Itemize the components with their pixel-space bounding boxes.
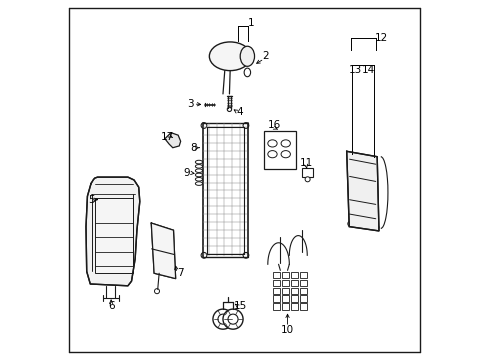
Text: 4: 4 <box>236 107 243 117</box>
Bar <box>290 303 298 310</box>
Text: 10: 10 <box>281 325 293 335</box>
Circle shape <box>371 157 376 162</box>
Text: 12: 12 <box>374 33 387 43</box>
Text: 17: 17 <box>161 132 174 142</box>
Polygon shape <box>151 223 175 279</box>
Polygon shape <box>346 151 378 231</box>
Circle shape <box>164 234 169 239</box>
Circle shape <box>155 231 160 236</box>
Circle shape <box>305 177 309 182</box>
Bar <box>290 280 298 286</box>
Bar <box>282 303 289 310</box>
Text: 8: 8 <box>190 143 197 153</box>
Text: 14: 14 <box>361 64 374 75</box>
Ellipse shape <box>195 182 202 185</box>
Text: 7: 7 <box>176 268 183 278</box>
Bar <box>290 296 298 302</box>
Ellipse shape <box>195 169 202 172</box>
Text: 15: 15 <box>234 301 247 311</box>
Bar <box>301 168 313 177</box>
Ellipse shape <box>195 173 202 177</box>
Text: 3: 3 <box>187 99 194 109</box>
Text: 5: 5 <box>87 195 94 205</box>
Text: 6: 6 <box>107 301 114 311</box>
Bar <box>264 131 295 169</box>
Text: 1: 1 <box>247 18 254 28</box>
Circle shape <box>347 221 352 226</box>
Bar <box>300 280 306 286</box>
Bar <box>273 272 280 278</box>
Circle shape <box>154 289 159 294</box>
Circle shape <box>348 152 353 157</box>
Circle shape <box>165 264 170 269</box>
Text: 9: 9 <box>183 168 190 178</box>
Bar <box>290 272 298 278</box>
Ellipse shape <box>195 165 202 168</box>
Bar <box>282 296 289 302</box>
Circle shape <box>156 262 161 267</box>
Circle shape <box>227 314 238 324</box>
Circle shape <box>218 314 227 324</box>
Bar <box>300 288 306 294</box>
Ellipse shape <box>281 140 290 147</box>
Circle shape <box>227 107 231 112</box>
Bar <box>282 272 289 278</box>
Circle shape <box>223 309 243 329</box>
Ellipse shape <box>267 140 277 147</box>
Bar <box>273 303 280 310</box>
Circle shape <box>243 252 248 258</box>
Ellipse shape <box>240 46 254 66</box>
Text: 2: 2 <box>262 51 269 61</box>
Circle shape <box>212 309 233 329</box>
Bar <box>282 280 289 286</box>
Text: 11: 11 <box>299 158 312 168</box>
Circle shape <box>373 225 378 230</box>
Ellipse shape <box>267 150 277 158</box>
Ellipse shape <box>209 42 250 71</box>
Bar <box>273 288 280 294</box>
Text: 16: 16 <box>267 121 281 130</box>
Circle shape <box>243 123 248 129</box>
Bar <box>300 296 306 302</box>
Bar <box>273 296 280 302</box>
Polygon shape <box>86 177 140 286</box>
Polygon shape <box>164 133 180 148</box>
Ellipse shape <box>281 150 290 158</box>
Ellipse shape <box>195 177 202 181</box>
Ellipse shape <box>195 160 202 164</box>
Bar <box>273 280 280 286</box>
Ellipse shape <box>244 68 250 77</box>
Bar <box>290 288 298 294</box>
Bar <box>300 272 306 278</box>
Bar <box>94 198 133 273</box>
Bar <box>282 288 289 294</box>
Bar <box>300 303 306 310</box>
Circle shape <box>201 123 206 129</box>
Text: 13: 13 <box>348 64 362 75</box>
Circle shape <box>201 252 206 258</box>
